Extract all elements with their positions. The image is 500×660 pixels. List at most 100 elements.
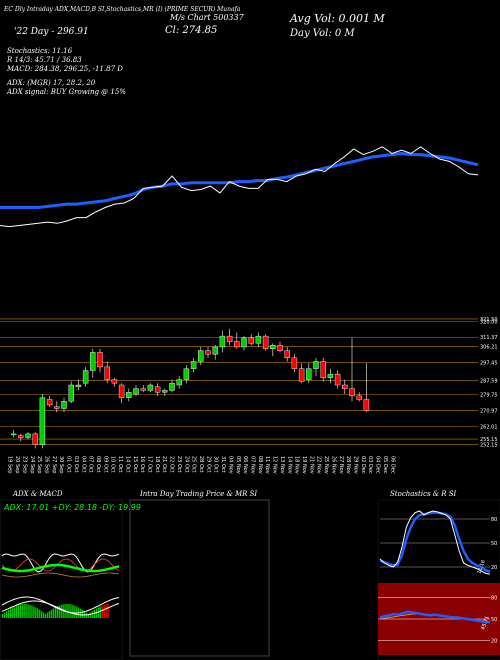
- date-tick-label: 31 Oct: [220, 456, 226, 473]
- date-tick-label: 11 Oct: [117, 456, 123, 473]
- macd-histogram-bar: [95, 608, 97, 618]
- plus-di-line: [1, 553, 120, 573]
- macd-histogram-bar: [9, 608, 12, 618]
- macd-histogram-bar: [70, 604, 72, 618]
- date-tick-label: 11 Nov: [264, 456, 270, 474]
- macd-histogram-bar: [54, 607, 57, 618]
- date-tick-label: 02 Dec: [360, 456, 366, 474]
- date-tick-label: 22 Oct: [169, 456, 175, 473]
- rsi-level-label: 80: [491, 595, 497, 601]
- candle-body: [25, 433, 31, 438]
- macd-histogram-bar: [66, 604, 68, 618]
- candle-body: [248, 337, 254, 344]
- candle-body: [39, 397, 46, 445]
- candle-body: [111, 379, 118, 384]
- candle-body: [291, 357, 298, 369]
- date-tick-label: 18 Nov: [294, 456, 300, 474]
- price-level-label: 320.00: [480, 320, 498, 326]
- macd-histogram-bar: [27, 604, 29, 618]
- adx-line: [1, 563, 120, 573]
- intraday-title: Intra Day Trading Price & MR SI: [139, 490, 257, 498]
- macd-line: MACD: 284.38, 296.25, -11.87 D: [6, 65, 123, 73]
- date-tick-label: 07 Oct: [88, 456, 94, 473]
- minus-di-line: [1, 558, 120, 572]
- r-line: R 14/3: 45.71 / 36.83: [6, 56, 82, 64]
- macd-line: [1, 596, 120, 614]
- candle-body: [284, 350, 290, 359]
- date-tick-label: 19 Sep: [7, 456, 13, 473]
- date-tick-label: 06 Nov: [242, 456, 248, 474]
- candle-body: [234, 341, 240, 348]
- price-level-label: 311.37: [480, 335, 498, 341]
- macd-histogram-bar: [105, 604, 107, 618]
- date-tick-label: 24 Sep: [29, 456, 35, 473]
- candle-body: [154, 386, 161, 393]
- date-tick-label: 25 Oct: [191, 456, 197, 473]
- candle-body: [169, 382, 175, 391]
- candle-body: [126, 392, 132, 398]
- date-tick-label: 08 Nov: [257, 456, 263, 474]
- macd-histogram-bar: [107, 604, 109, 618]
- candle-body: [320, 361, 326, 378]
- candle-body: [82, 370, 89, 384]
- stoch-k-line: [379, 510, 491, 575]
- date-tick-label: 16 Oct: [139, 456, 145, 473]
- price-line: [0, 146, 479, 228]
- date-tick-label: 29 Nov: [353, 456, 359, 474]
- candle-body: [277, 344, 283, 351]
- macd-signal-line: [1, 600, 120, 616]
- candle-body: [363, 399, 370, 411]
- price-level-label: 262.01: [480, 425, 498, 431]
- price-level-label: 252.15: [480, 442, 498, 448]
- date-tick-label: 29 Oct: [205, 456, 211, 473]
- macd-histogram-bar: [62, 604, 64, 618]
- rsi-level-label: 20: [491, 639, 497, 645]
- candle-body: [32, 433, 38, 445]
- price-level-label: 306.21: [480, 345, 498, 351]
- candle-body: [241, 337, 247, 348]
- candlesticks: [10, 328, 370, 449]
- date-tick-label: 05 Nov: [235, 456, 241, 474]
- candle-body: [176, 379, 182, 386]
- price-level-label: 270.97: [480, 408, 498, 414]
- date-tick-label: 10 Oct: [110, 456, 116, 473]
- macd-histogram-bar: [29, 604, 31, 618]
- macd-histogram-bar: [41, 611, 43, 618]
- macd-histogram-bar: [2, 614, 4, 618]
- candle-body: [198, 350, 204, 362]
- date-tick-label: 06 Dec: [389, 456, 395, 474]
- date-tick-label: 30 Oct: [213, 456, 219, 473]
- candle-body: [68, 384, 74, 402]
- stoch-last-label: 11.16: [476, 559, 487, 575]
- candle-body: [46, 399, 53, 406]
- macd-histogram-bar: [31, 605, 33, 618]
- macd-histogram-bar: [15, 605, 18, 618]
- date-tick-label: 28 Oct: [198, 456, 204, 473]
- macd-histogram-bar: [52, 608, 55, 618]
- candle-body: [147, 384, 154, 391]
- candle-body: [61, 401, 67, 409]
- macd-panel-lines: [1, 596, 120, 618]
- stoch-level-label: 80: [491, 517, 497, 523]
- avg-vol: Avg Vol: 0.001 M: [289, 12, 386, 25]
- adx-ref-line: [1, 572, 120, 578]
- date-tick-label: 28 Nov: [345, 456, 351, 474]
- candle-body: [90, 352, 96, 371]
- date-tick-label: 26 Nov: [330, 456, 336, 474]
- macd-histogram-bar: [81, 609, 84, 618]
- adx-values: ADX: 17.01 +DY: 28.18 -DY: 19.99: [3, 503, 141, 512]
- date-tick-label: 07 Nov: [250, 456, 256, 474]
- candle-body: [298, 368, 305, 382]
- candle-body: [118, 384, 125, 398]
- macd-histogram-bar: [5, 611, 8, 618]
- macd-histogram-bar: [19, 604, 21, 618]
- date-axis: 19 Sep 20 Sep 23 Sep 24 Sep 25 Sep 26 Sep 27 S…: [7, 456, 396, 474]
- macd-histogram-bar: [13, 606, 16, 618]
- price-overview: [0, 146, 479, 228]
- macd-histogram-bar: [11, 607, 14, 618]
- macd-histogram-bar: [91, 611, 94, 618]
- date-tick-label: 05 Dec: [382, 456, 388, 474]
- candle-body: [226, 335, 233, 342]
- macd-histogram-bar: [42, 612, 45, 618]
